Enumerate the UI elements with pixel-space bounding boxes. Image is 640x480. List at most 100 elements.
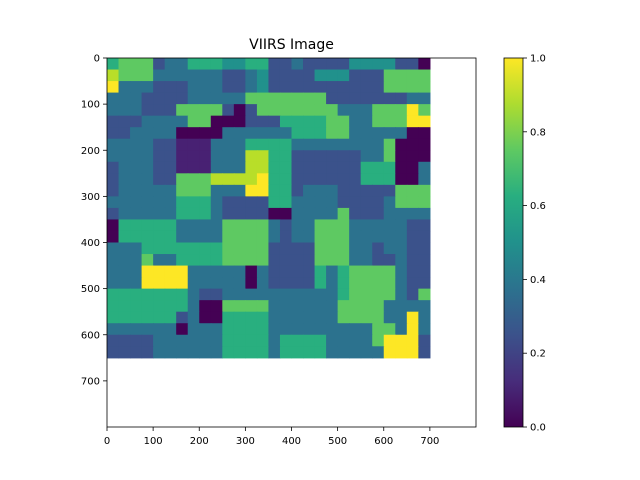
heatmap-cell (141, 184, 154, 197)
heatmap-cell (406, 104, 419, 117)
heatmap-cell (291, 300, 304, 313)
heatmap-cell (107, 69, 120, 82)
heatmap-cell (326, 127, 339, 140)
heatmap-cell (176, 138, 189, 151)
heatmap-cell (107, 323, 120, 336)
heatmap-cell (187, 265, 200, 278)
heatmap-cell (233, 196, 246, 209)
heatmap-cell (164, 323, 177, 336)
heatmap-cell (372, 300, 385, 313)
heatmap-cell (176, 69, 189, 82)
heatmap-cell (118, 58, 131, 71)
heatmap-cell (199, 334, 212, 347)
heatmap-cell (210, 173, 223, 186)
heatmap-cell (199, 300, 212, 313)
heatmap-cell (291, 242, 304, 255)
heatmap-cell (118, 127, 131, 140)
heatmap-cell (314, 323, 327, 336)
heatmap-cell (337, 127, 350, 140)
heatmap-cell (418, 277, 431, 290)
heatmap-cell (176, 161, 189, 174)
heatmap-cell (130, 323, 143, 336)
heatmap-cell (256, 311, 270, 324)
heatmap-cell (314, 81, 327, 94)
heatmap-cell (130, 219, 143, 232)
heatmap-cell (245, 161, 258, 174)
heatmap-cell (372, 92, 385, 105)
colorbar-tick-label: 0.0 (530, 423, 546, 434)
heatmap-cell (187, 311, 200, 324)
heatmap-cell (245, 334, 258, 347)
heatmap-cell (349, 334, 362, 347)
heatmap-cell (383, 242, 396, 255)
heatmap-cell (118, 311, 131, 324)
y-tick-label: 700 (81, 376, 100, 387)
heatmap-cell (256, 69, 270, 82)
heatmap-cell (383, 311, 396, 324)
heatmap-cell (279, 104, 293, 117)
heatmap-cell (268, 69, 281, 82)
heatmap-cell (130, 92, 143, 105)
heatmap-cell (233, 173, 246, 186)
heatmap-cell (107, 104, 120, 117)
colorbar-axis: 0.0 0.2 0.4 0.6 0.8 1.0 (523, 54, 546, 434)
heatmap-cell (303, 346, 316, 359)
heatmap-cell (233, 254, 246, 267)
heatmap-cell (337, 150, 350, 163)
heatmap-cell (326, 69, 339, 82)
heatmap-cell (406, 277, 419, 290)
heatmap-cell (360, 219, 373, 232)
heatmap-cell (141, 300, 154, 313)
heatmap-cell (187, 104, 200, 117)
heatmap-cell (291, 219, 304, 232)
heatmap-cell (118, 323, 131, 336)
heatmap-cell (383, 254, 396, 267)
heatmap-cell (222, 311, 235, 324)
heatmap-cell (164, 81, 177, 94)
heatmap-cell (176, 81, 189, 94)
heatmap-cell (418, 323, 431, 336)
heatmap-cell (383, 300, 396, 313)
heatmap-cell (326, 173, 339, 186)
heatmap-cell (118, 161, 131, 174)
heatmap-cell (349, 58, 362, 71)
heatmap-cell (130, 277, 143, 290)
heatmap-cell (118, 230, 131, 244)
heatmap-cell (141, 150, 154, 163)
heatmap-cell (372, 288, 385, 301)
heatmap-cell (291, 311, 304, 324)
heatmap-cell (395, 207, 408, 221)
heatmap-cell (291, 323, 304, 336)
heatmap-cell (418, 138, 431, 151)
heatmap-cell (233, 207, 246, 221)
heatmap-cell (141, 254, 154, 267)
heatmap-cell (337, 323, 350, 336)
heatmap-cell (256, 230, 270, 244)
heatmap-cell (187, 300, 200, 313)
heatmap-cell (372, 127, 385, 140)
heatmap-cell (107, 300, 120, 313)
heatmap-cell (153, 138, 166, 151)
heatmap-cell (199, 127, 212, 140)
heatmap-cell (245, 300, 258, 313)
heatmap-cell (349, 81, 362, 94)
heatmap-cell (118, 346, 131, 359)
heatmap-cell (210, 138, 223, 151)
heatmap-cell (372, 346, 385, 359)
heatmap-cell (303, 207, 316, 221)
heatmap-cell (141, 104, 154, 117)
heatmap-cell (360, 311, 373, 324)
heatmap-cell (222, 184, 235, 197)
heatmap-cell (141, 69, 154, 82)
heatmap-cell (349, 207, 362, 221)
heatmap-cell (372, 207, 385, 221)
heatmap-cell (395, 58, 408, 71)
heatmap-cell (406, 173, 419, 186)
heatmap-cell (291, 184, 304, 197)
heatmap-cell (314, 219, 327, 232)
heatmap-cell (303, 184, 316, 197)
heatmap-cell (210, 219, 223, 232)
heatmap-cell (303, 300, 316, 313)
heatmap-cell (141, 311, 154, 324)
heatmap-cell (291, 173, 304, 186)
